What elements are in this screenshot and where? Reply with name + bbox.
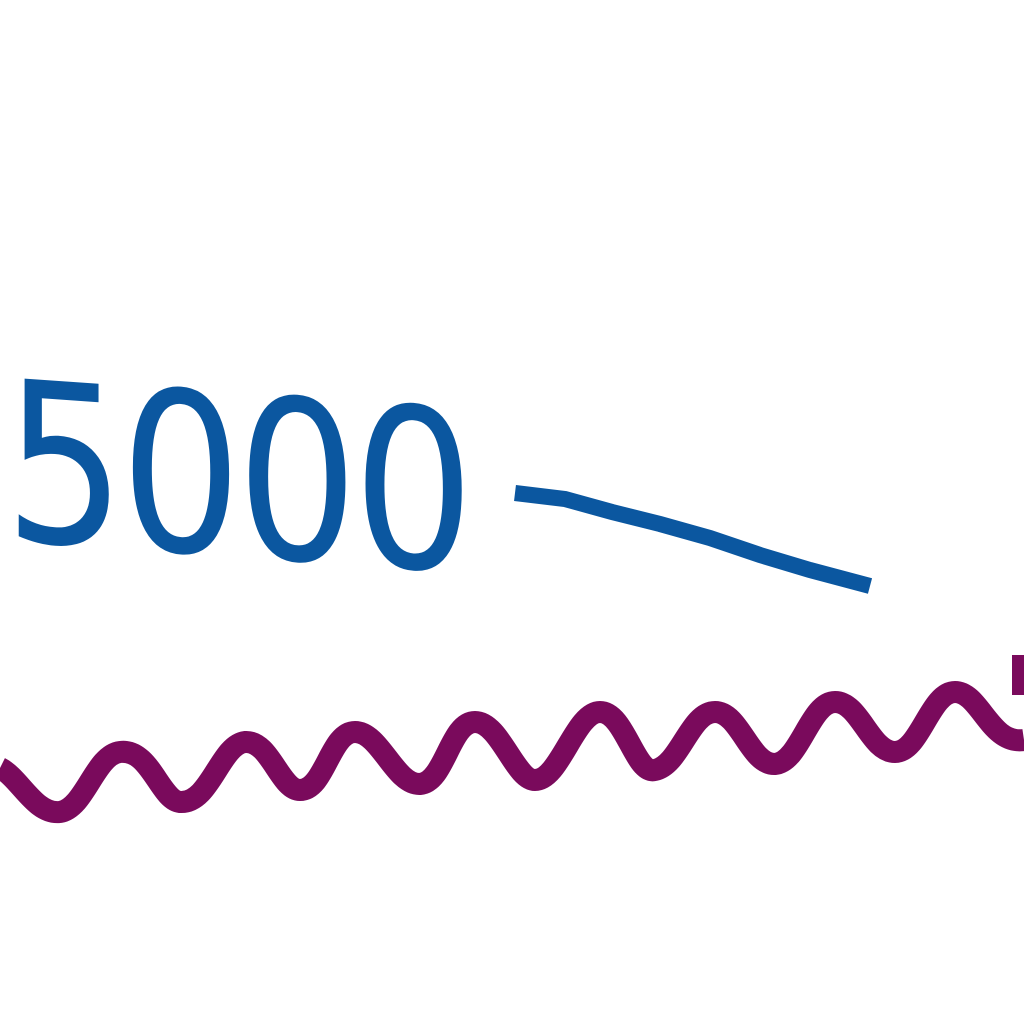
leader-line [514,485,873,594]
edge-mark [1012,655,1024,695]
wavy-line [0,680,1024,824]
